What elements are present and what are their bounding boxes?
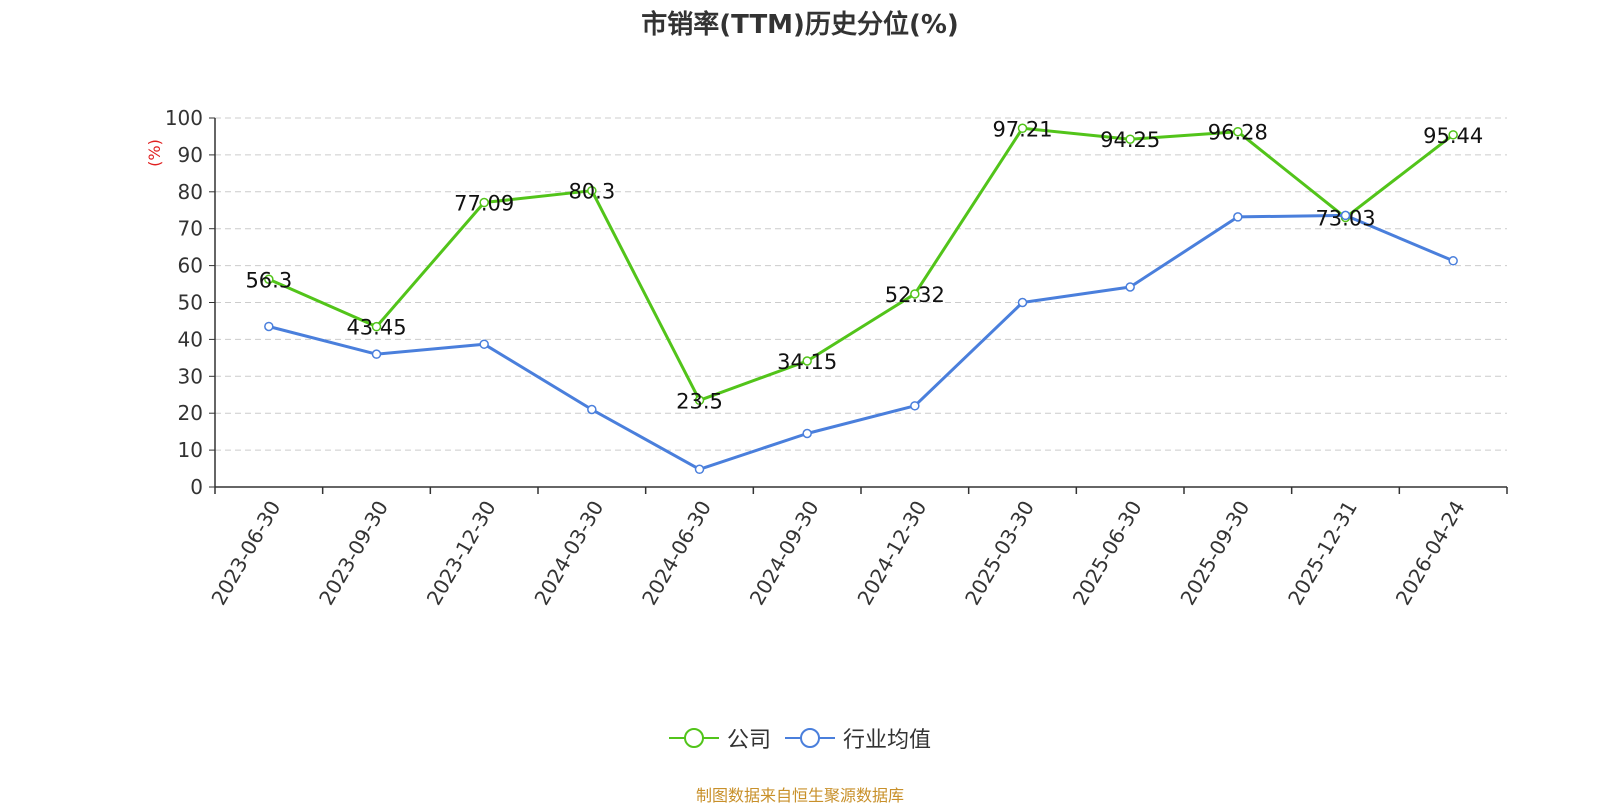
x-tick-label: 2025-03-30: [960, 497, 1039, 610]
data-point: [1448, 256, 1458, 266]
data-point: [587, 185, 597, 196]
legend-item[interactable]: 行业均值: [785, 722, 931, 754]
y-tick-label: 80: [178, 180, 203, 204]
source-note: 制图数据来自恒生聚源数据库: [695, 786, 904, 805]
data-label: 96.28: [1208, 121, 1268, 145]
x-tick-label: 2024-09-30: [745, 497, 824, 610]
legend-item[interactable]: 公司: [668, 722, 771, 754]
data-label: 52.32: [885, 283, 945, 307]
y-tick-label: 20: [178, 401, 203, 425]
data-point: [1233, 126, 1243, 137]
series-line: [268, 213, 1454, 471]
data-label: 80.3: [568, 180, 615, 204]
legend-swatch-icon: [668, 728, 719, 748]
series-lines: [264, 123, 1458, 475]
x-tick-label: 2026-04-24: [1391, 497, 1470, 610]
data-point: [910, 401, 920, 411]
x-tick-label: 2023-06-30: [206, 497, 285, 610]
y-tick-label: 60: [178, 254, 203, 278]
data-label: 43.45: [346, 316, 406, 340]
data-point: [479, 339, 489, 349]
data-labels: 56.3 43.45 77.09 80.3 23.5 34.15 52.32 97.21 94.…: [245, 117, 1483, 413]
data-point: [1448, 130, 1458, 140]
legend-label: 公司: [726, 728, 771, 753]
data-point: [264, 274, 274, 285]
data-point: [802, 428, 812, 439]
y-tick-label: 0: [190, 475, 203, 499]
x-tick-label: 2023-12-30: [422, 496, 501, 609]
x-tick-label: 2025-12-31: [1283, 497, 1362, 610]
data-point: [371, 321, 382, 332]
data-label: 56.3: [245, 268, 292, 292]
data-point: [1017, 297, 1028, 308]
x-tick-label: 2024-03-30: [529, 497, 608, 610]
data-point: [694, 395, 705, 406]
x-tick-label: 2024-06-30: [637, 497, 716, 610]
x-tick-label: 2023-09-30: [314, 497, 393, 610]
x-tick-label: 2025-06-30: [1068, 497, 1147, 610]
data-point: [1340, 210, 1351, 221]
data-point: [587, 404, 597, 415]
data-point: [910, 289, 920, 299]
x-tick-label: 2025-09-30: [1175, 497, 1254, 610]
data-label: 34.15: [777, 350, 837, 374]
data-point: [1125, 134, 1135, 144]
data-point: [1233, 212, 1243, 222]
data-point: [371, 349, 382, 359]
legend: 公司 行业均值: [0, 722, 1600, 754]
data-label: 95.44: [1423, 124, 1483, 148]
y-tick-label: 50: [178, 291, 203, 315]
series-line: [268, 126, 1455, 402]
data-label: 94.25: [1100, 128, 1160, 152]
y-tick-label: 100: [165, 106, 203, 130]
chart-title: 市销率(TTM)历史分位(%): [641, 10, 959, 40]
data-point: [479, 197, 489, 208]
data-point: [264, 321, 274, 332]
y-tick-label: 70: [178, 217, 203, 241]
data-point: [694, 464, 705, 475]
y-tick-label: 90: [178, 143, 203, 167]
data-label: 23.5: [676, 389, 723, 413]
legend-label: 行业均值: [843, 728, 932, 753]
y-axis-label: (%): [145, 139, 164, 167]
legend-marker: [683, 728, 704, 748]
x-tick-label: 2024-12-30: [852, 496, 931, 609]
data-label: 73.03: [1315, 207, 1375, 231]
data-label: 97.21: [992, 117, 1052, 141]
y-tick-label: 30: [178, 364, 203, 388]
data-point: [1125, 282, 1135, 292]
y-tick-label: 40: [178, 327, 203, 351]
y-tick-label: 10: [178, 438, 203, 462]
legend-swatch-icon: [785, 728, 835, 748]
grid-lines: [215, 117, 1507, 451]
data-point: [802, 356, 812, 366]
data-point: [1017, 123, 1028, 134]
legend-marker: [800, 728, 820, 748]
data-label: 77.09: [454, 192, 514, 216]
